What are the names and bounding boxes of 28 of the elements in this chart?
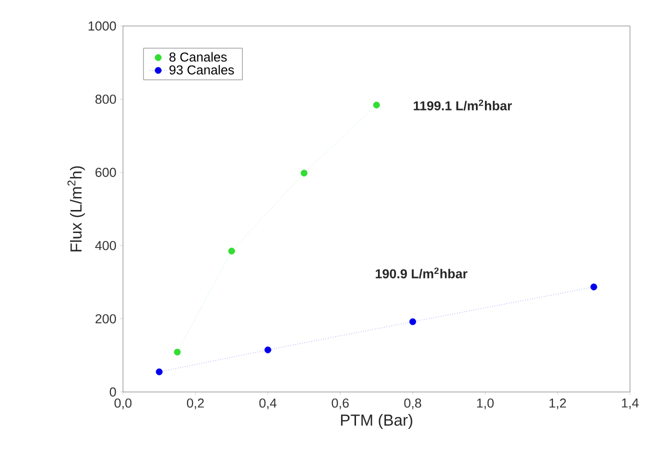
- x-tick-label: 0,2: [186, 398, 204, 410]
- y-tick-label: 600: [96, 168, 116, 177]
- x-tick-label: 0,6: [332, 398, 349, 410]
- x-tick-label: 0,8: [404, 398, 422, 410]
- y-tick-label: 200: [96, 314, 116, 324]
- x-tick-label: 1,4: [622, 398, 639, 410]
- point: [156, 368, 163, 376]
- y-axis-title: Flux (L/m$^{2}$h): [67, 166, 85, 252]
- x-tick-label: 0,4: [259, 398, 276, 410]
- y-tick-label: 1000: [88, 21, 116, 31]
- point: [264, 346, 272, 354]
- x-tick-label: 0,0: [114, 398, 132, 410]
- x-axis-title: PTM (Bar): [341, 414, 412, 429]
- legend-label: 8 Canales: [169, 52, 227, 62]
- annotation: 1199.1 L/m$^{2}$hbar: [414, 100, 512, 111]
- annotation: 190.9 L/m$^{2}$hbar: [376, 268, 468, 279]
- point: [300, 170, 308, 177]
- point: [373, 102, 380, 108]
- point: [228, 248, 236, 254]
- y-tick-label: 0: [110, 387, 116, 397]
- point: [174, 348, 181, 356]
- point: [409, 318, 416, 326]
- legend-label: 93 Canales: [169, 64, 234, 74]
- y-tick-label: 800: [95, 94, 116, 104]
- point: [590, 284, 598, 290]
- x-tick-label: 1,0: [477, 398, 494, 410]
- y-tick-label: 400: [95, 240, 116, 250]
- x-tick-label: 1,2: [550, 398, 566, 410]
